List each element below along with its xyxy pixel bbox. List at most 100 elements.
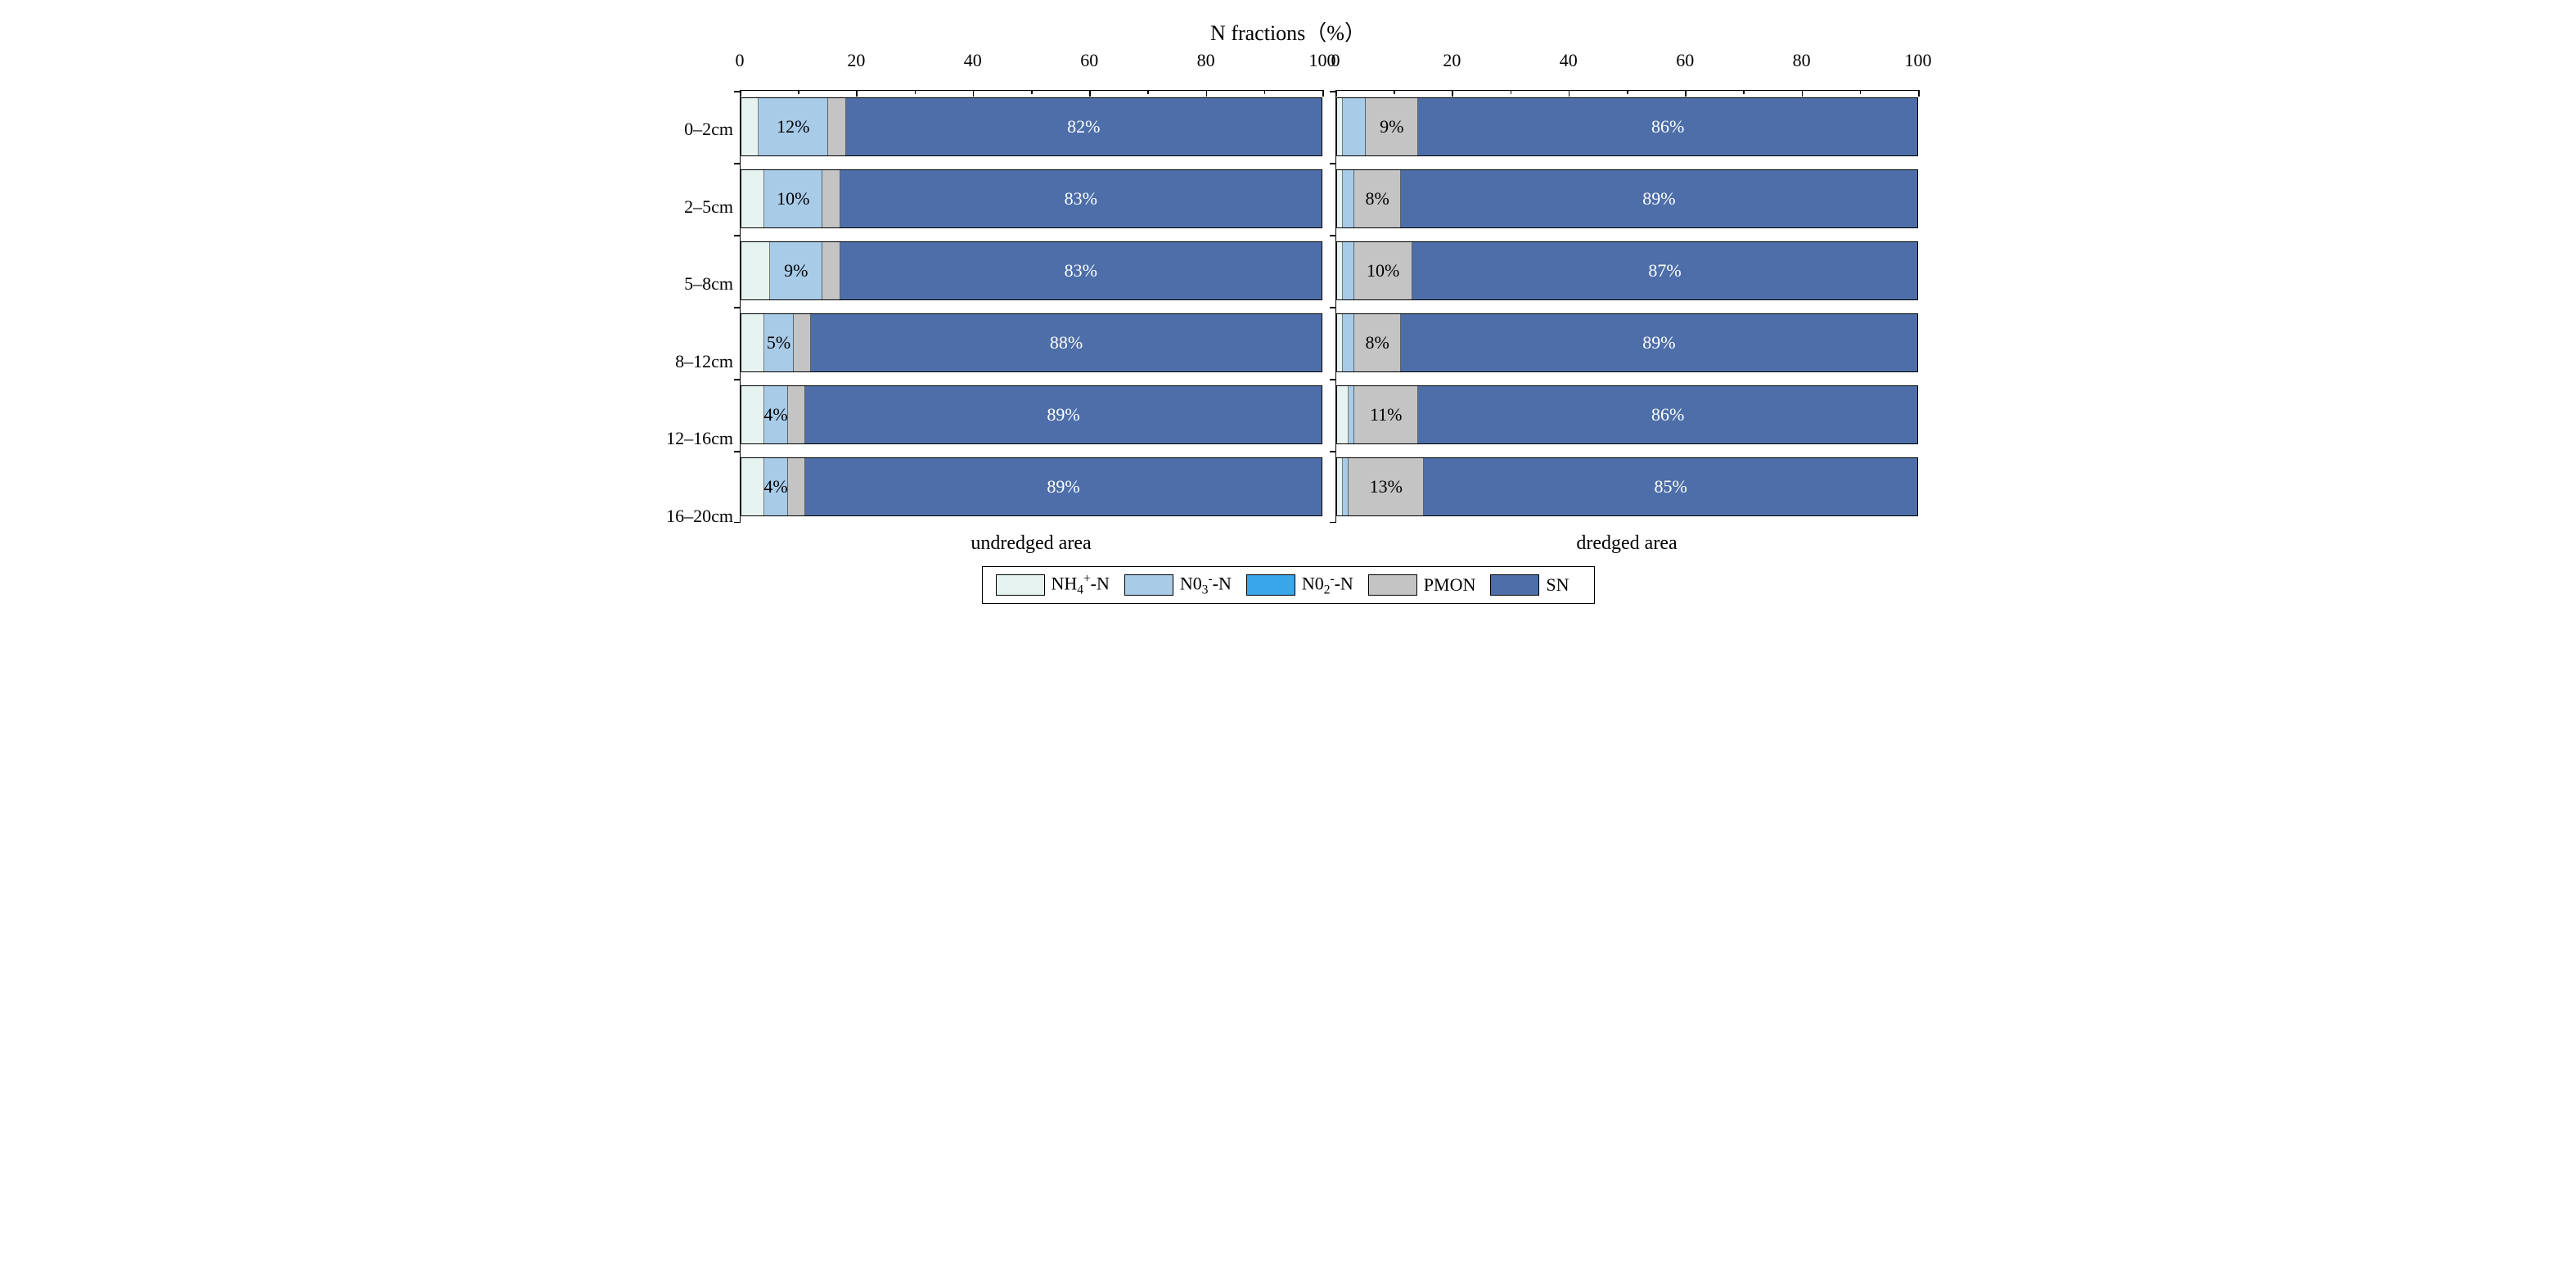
bar-segment-pmon: [794, 314, 811, 371]
legend-swatch: [1246, 574, 1295, 596]
bar-segment-sn: 89%: [1401, 314, 1917, 371]
y-tick-line: [1330, 163, 1336, 164]
bar-segment-no3: [1343, 98, 1366, 155]
y-tick-line: [734, 451, 741, 452]
bar-segment-label: 89%: [1642, 188, 1675, 209]
stacked-bar: 11% 86%: [1336, 385, 1918, 444]
x-tick-label: 20: [1443, 50, 1461, 71]
legend-item-nh4: NH4+-N: [996, 572, 1121, 598]
bar-segment-nh4: [1337, 242, 1343, 299]
bar-segment-label: 89%: [1642, 332, 1675, 353]
bar-segment-no3: [1343, 170, 1354, 227]
y-axis-labels: 0–2cm2–5cm5–8cm8–12cm12–16cm16–20cm: [658, 50, 740, 555]
legend-item-no3: N03--N: [1124, 572, 1243, 598]
bar-segment-label: 9%: [1380, 116, 1403, 137]
bars-area: 9% 86% 8% 89% 10% 87% 8% 89% 11% 86% 13% 85%: [1335, 91, 1918, 523]
y-tick-line: [1330, 91, 1336, 92]
chart-title: N fractions（%）: [658, 16, 1918, 47]
stacked-bar: 4% 89%: [741, 385, 1322, 444]
bar-segment-pmon: 13%: [1349, 458, 1424, 515]
bar-row: 11% 86%: [1336, 379, 1918, 451]
panel-label: undredged area: [740, 533, 1322, 555]
bar-segment-sn: 89%: [805, 386, 1322, 443]
n-fractions-chart: N fractions（%） 0–2cm2–5cm5–8cm8–12cm12–1…: [658, 16, 1918, 638]
legend-label: SN: [1546, 574, 1569, 596]
bar-row: 4% 89%: [741, 451, 1322, 523]
bar-segment-sn: 82%: [846, 98, 1322, 155]
x-tick-label: 0: [1331, 50, 1340, 71]
bar-segment-label: 12%: [777, 116, 809, 137]
bar-segment-label: 8%: [1365, 332, 1389, 353]
legend-swatch: [1124, 574, 1173, 596]
x-axis: 020406080100: [1335, 50, 1918, 91]
bar-segment-nh4: [1337, 98, 1343, 155]
stacked-bar: 5%88%: [741, 313, 1322, 372]
bar-segment-label: 89%: [1047, 404, 1079, 425]
stacked-bar: 8% 89%: [1336, 313, 1918, 372]
bar-segment-pmon: [788, 386, 805, 443]
y-tick-line: [1330, 235, 1336, 236]
bar-segment-label: 11%: [1370, 404, 1403, 425]
bar-segment-label: 8%: [1365, 188, 1389, 209]
bar-segment-pmon: 9%: [1366, 98, 1418, 155]
bar-segment-nh4: [741, 98, 759, 155]
y-tick-line: [734, 91, 741, 92]
x-tick-label: 0: [736, 50, 745, 71]
bar-segment-sn: 83%: [840, 170, 1322, 227]
bar-segment-no3: 9%: [770, 242, 822, 299]
panel: 0204060801009%86%8%89%10%87%8%89%11%86%1…: [1335, 50, 1918, 555]
x-tick-label: 80: [1793, 50, 1811, 71]
stacked-bar: 13% 85%: [1336, 457, 1918, 516]
stacked-bar: 10%83%: [741, 169, 1322, 228]
bar-segment-label: 82%: [1067, 116, 1100, 137]
x-tick-label: 60: [1080, 50, 1098, 71]
y-category-label: 2–5cm: [658, 171, 740, 243]
bar-segment-label: 9%: [784, 260, 808, 281]
bar-segment-label: 86%: [1651, 404, 1684, 425]
bar-segment-label: 83%: [1065, 260, 1097, 281]
chart-body: 0–2cm2–5cm5–8cm8–12cm12–16cm16–20cm 0 20 4…: [658, 50, 1918, 555]
stacked-bar: 9% 83%: [741, 241, 1322, 300]
y-tick-line: [1330, 451, 1336, 452]
bar-segment-sn: 86%: [1418, 98, 1917, 155]
bar-segment-pmon: 8%: [1354, 314, 1401, 371]
bars-area: 12% 82% 10%83% 9% 83% 5%88% 4% 89% 4% 89%: [740, 91, 1322, 523]
bar-row: 9% 83%: [741, 235, 1322, 307]
panel-label: dredged area: [1335, 533, 1918, 555]
bar-segment-sn: 86%: [1418, 386, 1917, 443]
bar-segment-nh4: [741, 458, 764, 515]
y-tick-line: [734, 307, 741, 308]
bar-segment-label: 87%: [1648, 260, 1681, 281]
bar-segment-label: 4%: [763, 476, 787, 497]
panels-container: 02040608010012%82%10%83%9%83%5%88%4%89%4…: [740, 50, 1918, 555]
bar-segment-no3: 4%: [764, 458, 787, 515]
y-tick-line: [1330, 379, 1336, 380]
bar-segment-sn: 83%: [840, 242, 1322, 299]
x-tick-label: 40: [964, 50, 982, 71]
bar-segment-label: 13%: [1370, 476, 1403, 497]
x-tick-line: [1918, 90, 1920, 97]
y-category-label: 5–8cm: [658, 248, 740, 320]
bar-segment-label: 83%: [1065, 188, 1097, 209]
bar-segment-no3: [1343, 242, 1354, 299]
bar-row: 12% 82%: [741, 91, 1322, 163]
bar-row: 9% 86%: [1336, 91, 1918, 163]
legend: NH4+-N N03--NN02--NPMON SN: [658, 566, 1918, 604]
x-tick-label: 80: [1197, 50, 1215, 71]
legend-item-sn: SN: [1490, 574, 1580, 596]
panel: 02040608010012%82%10%83%9%83%5%88%4%89%4…: [740, 50, 1322, 555]
x-tick-label: 60: [1676, 50, 1694, 71]
legend-item-no2: N02--N: [1246, 572, 1365, 598]
bar-segment-sn: 89%: [805, 458, 1322, 515]
bar-row: 5%88%: [741, 307, 1322, 379]
legend-item-pmon: PMON: [1368, 574, 1488, 596]
bar-segment-no3: 4%: [764, 386, 787, 443]
bar-segment-pmon: 10%: [1354, 242, 1412, 299]
bar-segment-sn: 87%: [1412, 242, 1917, 299]
bar-segment-nh4: [1337, 170, 1343, 227]
x-tick-label: 40: [1560, 50, 1578, 71]
bar-segment-no3: 5%: [764, 314, 793, 371]
legend-label: NH4+-N: [1052, 572, 1110, 598]
bar-segment-sn: 85%: [1424, 458, 1917, 515]
bar-row: 10%83%: [741, 163, 1322, 235]
